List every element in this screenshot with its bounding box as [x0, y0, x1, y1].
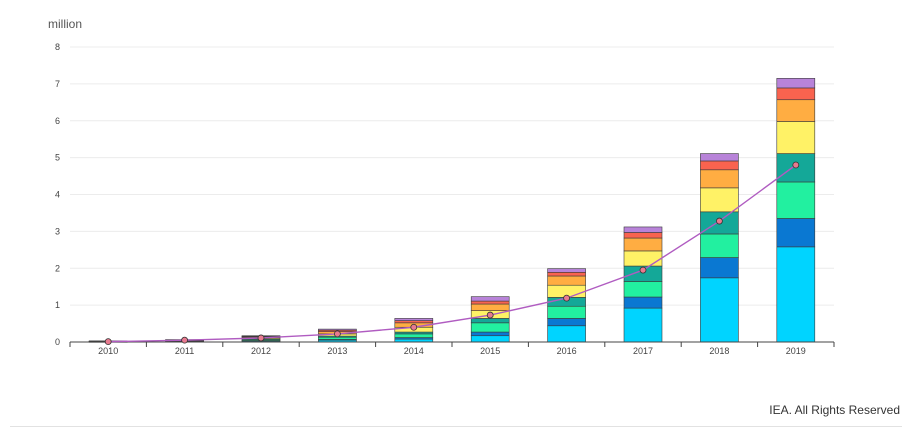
x-tick-label: 2017: [633, 346, 653, 356]
bar-segment: [700, 187, 739, 213]
y-tick-label: 6: [55, 116, 60, 126]
bar-segment: [318, 328, 357, 331]
bar-segment: [776, 99, 816, 122]
line-point: [410, 323, 418, 331]
bar-segment: [776, 218, 816, 248]
bar-segment: [470, 331, 510, 337]
bar-segment: [470, 303, 510, 311]
bar-segment: [776, 121, 816, 154]
y-tick-label: 5: [55, 153, 60, 163]
x-tick-label: 2011: [175, 346, 194, 356]
bar-segment: [700, 233, 739, 258]
line-point: [104, 338, 112, 346]
bar-segment: [700, 153, 739, 162]
line-point: [333, 330, 341, 338]
bar-segment: [700, 277, 739, 343]
bar-segment: [776, 181, 816, 219]
bar-segment: [776, 78, 816, 89]
bar-segment: [394, 318, 434, 321]
line-point: [639, 266, 647, 274]
line-point: [792, 161, 800, 169]
bar-segment: [776, 87, 816, 101]
bar-segment: [470, 300, 510, 305]
bar-segment: [470, 335, 510, 343]
bar-segment: [394, 333, 434, 338]
x-tick-label: 2019: [786, 346, 806, 356]
bar-segment: [623, 307, 663, 343]
x-tick-label: 2010: [98, 346, 118, 356]
bar-segment: [700, 257, 739, 279]
bar-segment: [623, 281, 663, 298]
bar-segment: [623, 232, 663, 239]
bar-segment: [394, 320, 434, 324]
bar-segment: [470, 318, 510, 324]
bar-segment: [623, 226, 663, 233]
bar-segment: [470, 322, 510, 333]
total-line: [104, 161, 800, 346]
x-tick-label: 2015: [480, 346, 500, 356]
credit-text: IEA. All Rights Reserved: [769, 403, 900, 417]
line-point: [257, 334, 265, 342]
bar-segment: [547, 268, 586, 273]
y-tick-label: 2: [55, 263, 60, 273]
x-tick-label: 2012: [251, 346, 271, 356]
bar-segment: [547, 318, 586, 327]
y-tick-label: 3: [55, 226, 60, 236]
x-tick-label: 2014: [404, 346, 424, 356]
y-tick-label: 4: [55, 190, 60, 200]
bars: [88, 78, 816, 343]
bar-segment: [547, 272, 586, 277]
x-tick-label: 2016: [557, 346, 577, 356]
y-axis-unit-label: million: [48, 17, 83, 31]
total-line-path: [108, 164, 797, 343]
bar-segment: [547, 305, 586, 319]
x-tick-label: 2013: [327, 346, 347, 356]
y-tick-label: 8: [55, 42, 60, 52]
line-point: [486, 311, 494, 319]
y-tick-label: 0: [55, 337, 60, 347]
y-tick-label: 1: [55, 300, 60, 310]
x-tick-label: 2018: [709, 346, 729, 356]
bar-segment: [318, 336, 357, 340]
bar-segment: [700, 169, 739, 189]
line-point: [181, 336, 189, 344]
x-axis-ticks: 2010 2011 2012 2013 2014 2015 2016 2017 2018 2019: [69, 342, 835, 356]
bar-segment: [470, 296, 510, 302]
bar-segment: [547, 325, 586, 343]
y-axis-ticks: 0 1 2 3 4 5 6 7 8: [55, 42, 60, 347]
bar-segment: [623, 296, 663, 309]
bar-segment: [623, 237, 663, 252]
footer-divider: [10, 426, 902, 427]
bar-segment: [776, 246, 816, 343]
bar-segment: [700, 160, 739, 171]
bar-segment: [547, 275, 586, 286]
line-point: [563, 294, 570, 302]
bar-segment: [623, 250, 663, 267]
y-tick-label: 7: [55, 79, 60, 89]
line-point: [716, 217, 723, 225]
